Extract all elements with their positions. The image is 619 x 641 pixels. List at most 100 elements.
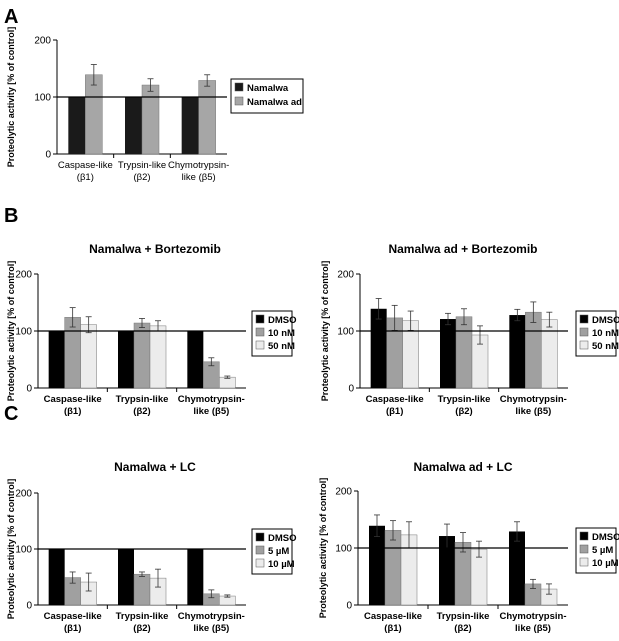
legend-label: 10 nM	[592, 328, 619, 339]
bar-b-right-s0-c0	[370, 308, 387, 388]
legend-swatch	[579, 557, 589, 567]
y-tick-label: 200	[335, 487, 352, 498]
bar-b-right-s2-c2	[541, 319, 558, 389]
y-tick-label: 0	[346, 601, 352, 612]
y-axis-label: Proteolytic activity [% of control]	[320, 261, 330, 402]
bar-b-left-s0-c2	[187, 331, 204, 388]
x-tick-label: Caspase-like	[366, 394, 424, 405]
x-tick-label: Trypsin-like	[438, 394, 491, 405]
chart-c-right: Namalwa ad + LC Proteolytic activity [% o…	[318, 460, 619, 634]
x-tick-label: (β2)	[133, 623, 150, 634]
bar-b-left-s2-c1	[149, 325, 167, 389]
legend-swatch	[255, 558, 265, 568]
y-tick-label: 0	[26, 601, 32, 612]
chart-b-right: Namalwa ad + Bortezomib Proteolytic activ…	[320, 242, 619, 417]
panel-letter-b: B	[4, 205, 18, 227]
legend-c-left: DMSO 5 µM 10 µM	[251, 528, 297, 575]
bar-b-right-s0-c1	[440, 319, 456, 388]
legend-b-right: DMSO 10 nM 50 nM	[575, 310, 619, 357]
x-tick-label: like (β5)	[182, 172, 216, 183]
bar-c-left-s0-c0	[48, 549, 65, 605]
x-tick-label: Caspase-like	[364, 611, 422, 622]
x-tick-label: (β1)	[386, 406, 403, 417]
bar-c-left-s0-c2	[187, 549, 204, 605]
bar-c-right-s0-c1	[439, 536, 455, 605]
y-tick-label: 0	[26, 384, 32, 395]
x-tick-label: (β2)	[133, 172, 150, 183]
chart-title: Namalwa ad + LC	[413, 460, 512, 474]
legend-swatch	[579, 340, 589, 350]
legend-label: DMSO	[592, 532, 619, 543]
legend-swatch	[255, 545, 265, 555]
x-tick-label: like (β5)	[515, 406, 551, 417]
y-axis-label: Proteolytic activity [% of control]	[6, 27, 16, 168]
x-tick-label: (β1)	[384, 623, 401, 634]
legend-label: 10 nM	[268, 328, 295, 339]
chart-title: Namalwa + Bortezomib	[89, 242, 221, 256]
y-tick-label: 100	[337, 327, 354, 338]
y-axis-label: Proteolytic activity [% of control]	[6, 479, 16, 620]
x-tick-label: (β2)	[454, 623, 471, 634]
legend-swatch	[234, 82, 244, 92]
x-tick-label: like (β5)	[515, 623, 551, 634]
chart-title: Namalwa ad + Bortezomib	[388, 242, 537, 256]
chart-a: Proteolytic activity [% of control] 0 100 2…	[6, 27, 304, 183]
legend-swatch	[579, 531, 589, 541]
panel-letter-c: C	[4, 403, 18, 425]
legend-swatch	[579, 314, 589, 324]
bar-a-s0-c1	[125, 97, 142, 154]
bar-a-s1-c0	[85, 74, 103, 155]
bar-c-left-s1-c1	[133, 573, 151, 606]
legend-label: Namalwa	[247, 83, 289, 94]
x-tick-label: (β1)	[64, 406, 81, 417]
charts-layer: Proteolytic activity [% of control] 0 100 2…	[6, 27, 619, 634]
legend-a: Namalwa Namalwa ad	[230, 78, 304, 114]
x-tick-label: (β2)	[133, 406, 150, 417]
x-tick-label: like (β5)	[193, 623, 229, 634]
x-tick-label: Chymotrypsin-	[500, 394, 567, 405]
y-tick-label: 0	[45, 150, 51, 161]
y-tick-label: 200	[34, 36, 51, 47]
legend-label: 10 µM	[592, 558, 619, 569]
legend-swatch	[234, 96, 244, 106]
bar-b-left-s2-c0	[80, 324, 97, 389]
y-tick-label: 100	[335, 544, 352, 555]
legend-swatch	[579, 544, 589, 554]
y-axis-label: Proteolytic activity [% of control]	[6, 261, 16, 402]
x-tick-label: (β2)	[455, 406, 472, 417]
bar-b-left-s0-c1	[118, 331, 134, 388]
x-tick-label: Chymotrypsin-	[178, 394, 245, 405]
x-tick-label: Caspase-like	[58, 160, 113, 171]
legend-label: 50 nM	[268, 341, 295, 352]
y-tick-label: 100	[34, 93, 51, 104]
legend-box	[230, 78, 304, 114]
x-tick-label: (β1)	[77, 172, 94, 183]
bar-b-right-s1-c1	[455, 316, 473, 389]
legend-c-right: DMSO 5 µM 10 µM	[575, 527, 619, 574]
chart-b-left: Namalwa + Bortezomib Proteolytic activity…	[6, 242, 297, 417]
bar-b-left-s1-c1	[133, 322, 151, 389]
x-tick-label: Trypsin-like	[116, 394, 169, 405]
bar-c-right-s0-c0	[369, 525, 385, 605]
x-tick-label: Caspase-like	[44, 394, 102, 405]
legend-label: 5 µM	[592, 545, 613, 556]
y-tick-label: 100	[15, 327, 32, 338]
x-tick-label: Chymotrypsin-	[499, 611, 566, 622]
y-tick-label: 200	[15, 489, 32, 500]
x-tick-label: like (β5)	[193, 406, 229, 417]
y-axis-label: Proteolytic activity [% of control]	[318, 478, 328, 619]
bar-b-right-s0-c2	[509, 315, 526, 388]
bar-a-s0-c0	[68, 97, 86, 154]
x-tick-label: Trypsin-like	[116, 611, 169, 622]
legend-b-left: DMSO 10 nM 50 nM	[251, 310, 297, 357]
legend-label: Namalwa ad	[247, 97, 302, 108]
x-tick-label: (β1)	[64, 623, 81, 634]
legend-label: DMSO	[592, 315, 619, 326]
x-tick-label: Chymotrypsin-	[178, 611, 245, 622]
bar-a-s1-c1	[141, 84, 160, 155]
panel-letter-a: A	[4, 6, 18, 28]
y-tick-label: 200	[15, 270, 32, 281]
x-tick-label: Chymotrypsin-	[168, 160, 229, 171]
bar-b-left-s2-c2	[219, 376, 236, 389]
